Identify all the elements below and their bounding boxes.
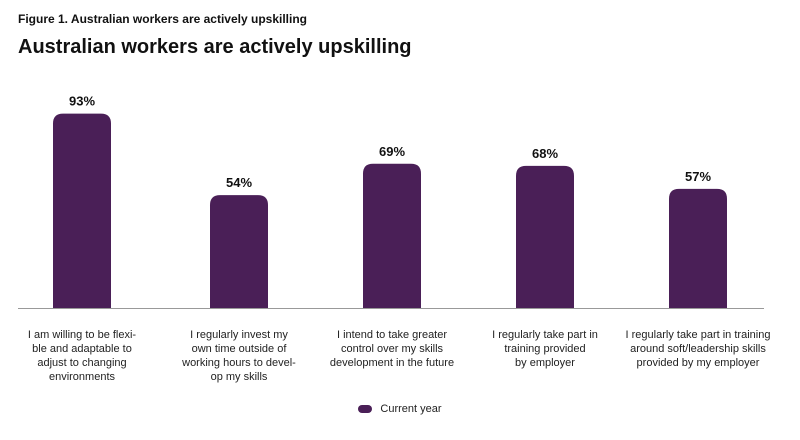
bar-2 — [210, 195, 268, 308]
category-label-2: I regularly invest my own time outside of… — [182, 329, 296, 383]
bar-value-label-5: 57% — [685, 169, 711, 184]
category-label-4: I regularly take part in training provide… — [492, 329, 598, 369]
bars-group — [53, 113, 727, 308]
category-label-5: I regularly take part in training around … — [625, 329, 771, 369]
legend-swatch — [358, 405, 373, 413]
category-label-3: I intend to take greater control over my … — [329, 329, 455, 369]
bar-1 — [53, 113, 111, 308]
bar-4 — [516, 165, 574, 308]
bar-3 — [363, 163, 421, 308]
bar-value-label-2: 54% — [226, 175, 252, 190]
bar-value-label-3: 69% — [379, 144, 405, 159]
bar-5 — [669, 188, 727, 308]
legend-label: Current year — [380, 403, 442, 415]
chart-title: Australian workers are actively upskilli… — [18, 36, 412, 58]
category-label-1: I am willing to be flexi-ble and adaptab… — [27, 329, 137, 383]
bar-value-label-1: 93% — [69, 94, 95, 109]
figure-label: Figure 1. Australian workers are activel… — [18, 12, 307, 26]
bar-value-label-4: 68% — [532, 146, 558, 161]
value-labels-group: 93% 54% 69% 68% 57% — [69, 94, 711, 191]
legend: Current year — [0, 403, 800, 415]
